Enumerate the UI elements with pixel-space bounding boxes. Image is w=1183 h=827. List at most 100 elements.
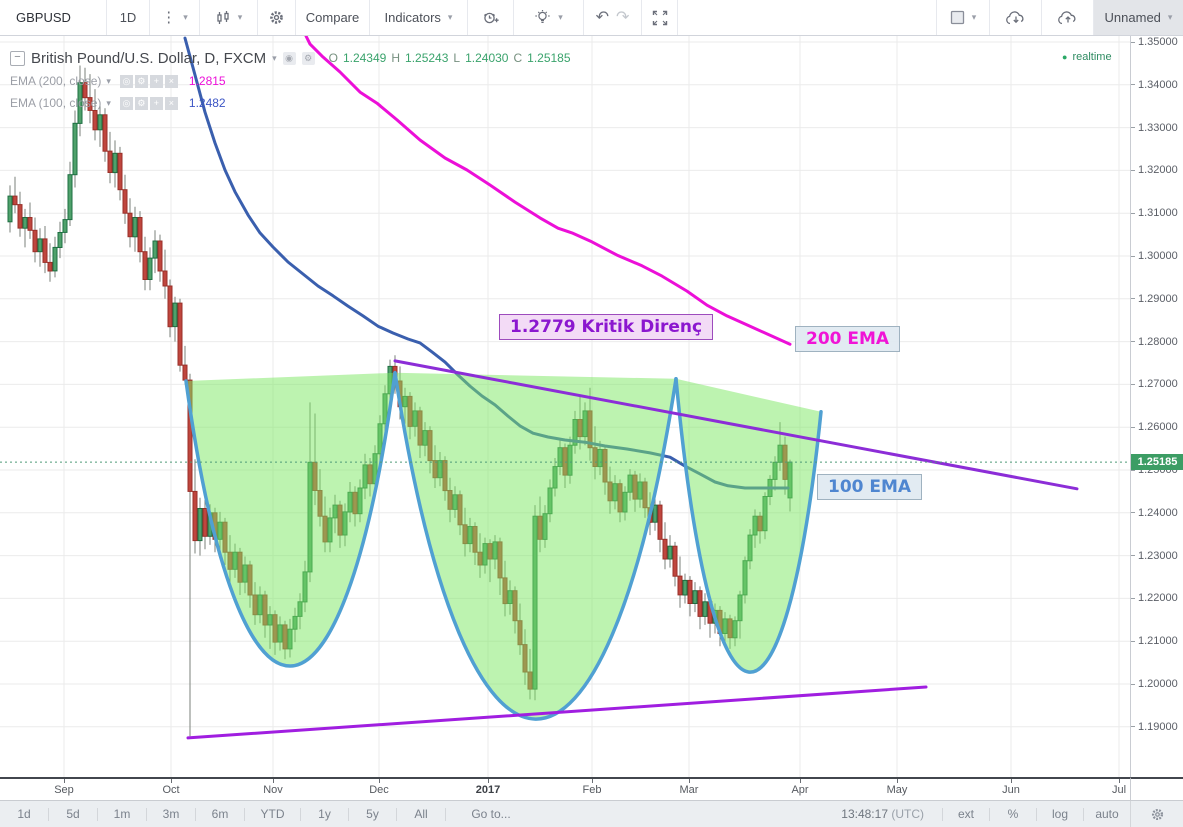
time-tick <box>488 779 489 783</box>
realtime-dot-icon: ● <box>1062 52 1068 62</box>
separator <box>989 807 990 821</box>
resistance-annotation[interactable]: 1.2779 Kritik Direnç <box>499 314 714 340</box>
gear-icon <box>268 9 285 26</box>
clock-timezone[interactable]: (UTC) <box>891 807 924 821</box>
add-alert-button[interactable] <box>468 0 514 35</box>
range-3m[interactable]: 3m <box>162 807 180 821</box>
toggle-ext[interactable]: ext <box>957 807 974 821</box>
time-tick <box>800 779 801 783</box>
layout-select-button[interactable]: ▾ <box>936 0 990 35</box>
layout-name-button[interactable]: Unnamed ▾ <box>1094 0 1183 35</box>
ema200-add-icon[interactable]: + <box>149 74 163 88</box>
chevron-down-icon[interactable]: ▾ <box>106 75 111 86</box>
time-label-jun: Jun <box>1002 784 1020 796</box>
realtime-indicator: ● realtime <box>1062 51 1112 63</box>
chart-canvas[interactable] <box>0 36 1130 777</box>
time-tick <box>379 779 380 783</box>
goto-date-button[interactable]: Go to... <box>471 807 511 821</box>
time-tick <box>897 779 898 783</box>
undo-icon[interactable]: ↶ <box>595 8 609 26</box>
cup-pattern-arcs[interactable] <box>184 371 823 721</box>
time-label-oct: Oct <box>162 784 180 796</box>
range-all[interactable]: All <box>414 807 428 821</box>
separator <box>48 807 49 821</box>
trendline-resistance[interactable] <box>393 359 1079 491</box>
toggle-log[interactable]: log <box>1051 807 1068 821</box>
range-6m[interactable]: 6m <box>211 807 229 821</box>
range-5d[interactable]: 5d <box>66 807 80 821</box>
chevron-down-icon[interactable]: ▾ <box>106 97 111 108</box>
ema200-value: 1.2815 <box>188 74 226 88</box>
axis-settings-button[interactable] <box>1130 801 1183 827</box>
clock: 13:48:17 (UTC) <box>841 807 924 821</box>
ema200-source-icon[interactable]: ◎ <box>119 74 133 88</box>
ema100-add-icon[interactable]: + <box>149 96 163 110</box>
separator <box>445 807 446 821</box>
ema100-legend-row: EMA (100, close) ▾ ◎ ⚙ + × 1.2482 <box>10 95 571 111</box>
save-chart-button[interactable] <box>1042 0 1094 35</box>
range-1m[interactable]: 1m <box>113 807 131 821</box>
ema200-annotation[interactable]: 200 EMA <box>795 326 901 352</box>
cup-pattern-fill[interactable] <box>186 372 821 720</box>
fullscreen-button[interactable] <box>642 0 678 35</box>
toggle-auto[interactable]: auto <box>1095 807 1119 821</box>
chart-style-button[interactable]: ▾ <box>200 0 258 35</box>
themes-button[interactable]: ▾ <box>514 0 584 35</box>
price-tick: 1.29000 <box>1131 293 1178 305</box>
toggle-percent[interactable]: % <box>1007 807 1019 821</box>
high-label: H <box>391 51 401 65</box>
ema200-legend-label[interactable]: EMA (200, close) <box>10 74 102 88</box>
price-tick: 1.30000 <box>1131 250 1178 262</box>
range-1y[interactable]: 1y <box>318 807 331 821</box>
trendline-support[interactable] <box>186 685 928 740</box>
chart-properties-menu-button[interactable]: ⋮ ▾ <box>150 0 200 35</box>
cloud-download-icon <box>1005 10 1027 26</box>
chevron-down-icon: ▾ <box>183 12 188 22</box>
chart-settings-button[interactable] <box>258 0 296 35</box>
range-1d[interactable]: 1d <box>17 807 31 821</box>
separator <box>244 807 245 821</box>
redo-icon[interactable]: ↷ <box>616 8 630 26</box>
ema100-remove-icon[interactable]: × <box>164 96 178 110</box>
separator <box>1083 807 1084 821</box>
ema200-line[interactable] <box>304 36 792 346</box>
range-5y[interactable]: 5y <box>366 807 379 821</box>
time-axis[interactable]: Sep Oct Nov Dec 2017 Feb Mar Apr May Jun Jul <box>0 777 1130 800</box>
time-tick <box>171 779 172 783</box>
price-tick: 1.31000 <box>1131 207 1178 219</box>
chevron-down-icon: ▾ <box>447 12 453 22</box>
indicators-button[interactable]: Indicators ▾ <box>370 0 468 35</box>
layout-name-label: Unnamed <box>1104 10 1161 25</box>
range-ytd[interactable]: YTD <box>260 807 285 821</box>
load-chart-button[interactable] <box>990 0 1042 35</box>
ema100-settings-icon[interactable]: ⚙ <box>134 96 148 110</box>
close-label: C <box>513 51 523 65</box>
price-tick: 1.21000 <box>1131 635 1178 647</box>
chevron-down-icon[interactable]: ▾ <box>272 52 277 63</box>
time-tick <box>1011 779 1012 783</box>
price-tick: 1.28000 <box>1131 336 1178 348</box>
series-settings-icon[interactable]: ⚙ <box>301 51 315 65</box>
time-tick <box>592 779 593 783</box>
close-value: 1.25185 <box>527 51 571 65</box>
symbol-input[interactable]: GBPUSD <box>0 0 107 35</box>
interval-button[interactable]: 1D <box>107 0 150 35</box>
ema100-annotation[interactable]: 100 EMA <box>817 474 923 500</box>
ema200-settings-icon[interactable]: ⚙ <box>134 74 148 88</box>
ema100-value: 1.2482 <box>188 96 226 110</box>
low-value: 1.24030 <box>465 51 509 65</box>
price-tick: 1.26000 <box>1131 421 1178 433</box>
separator <box>97 807 98 821</box>
chart-title[interactable]: British Pound/U.S. Dollar, D, FXCM <box>31 49 267 67</box>
chevron-down-icon: ▾ <box>1167 12 1173 22</box>
compare-button[interactable]: Compare <box>296 0 370 35</box>
hide-series-icon[interactable]: ◉ <box>282 51 296 65</box>
collapse-pane-icon[interactable]: − <box>10 50 25 66</box>
ema100-legend-label[interactable]: EMA (100, close) <box>10 96 102 110</box>
ema200-remove-icon[interactable]: × <box>164 74 178 88</box>
separator <box>348 807 349 821</box>
ema100-source-icon[interactable]: ◎ <box>119 96 133 110</box>
time-tick <box>1119 779 1120 783</box>
price-tick: 1.32000 <box>1131 164 1178 176</box>
price-axis[interactable]: 1.35000 1.34000 1.33000 1.32000 1.31000 1.300… <box>1130 36 1183 777</box>
